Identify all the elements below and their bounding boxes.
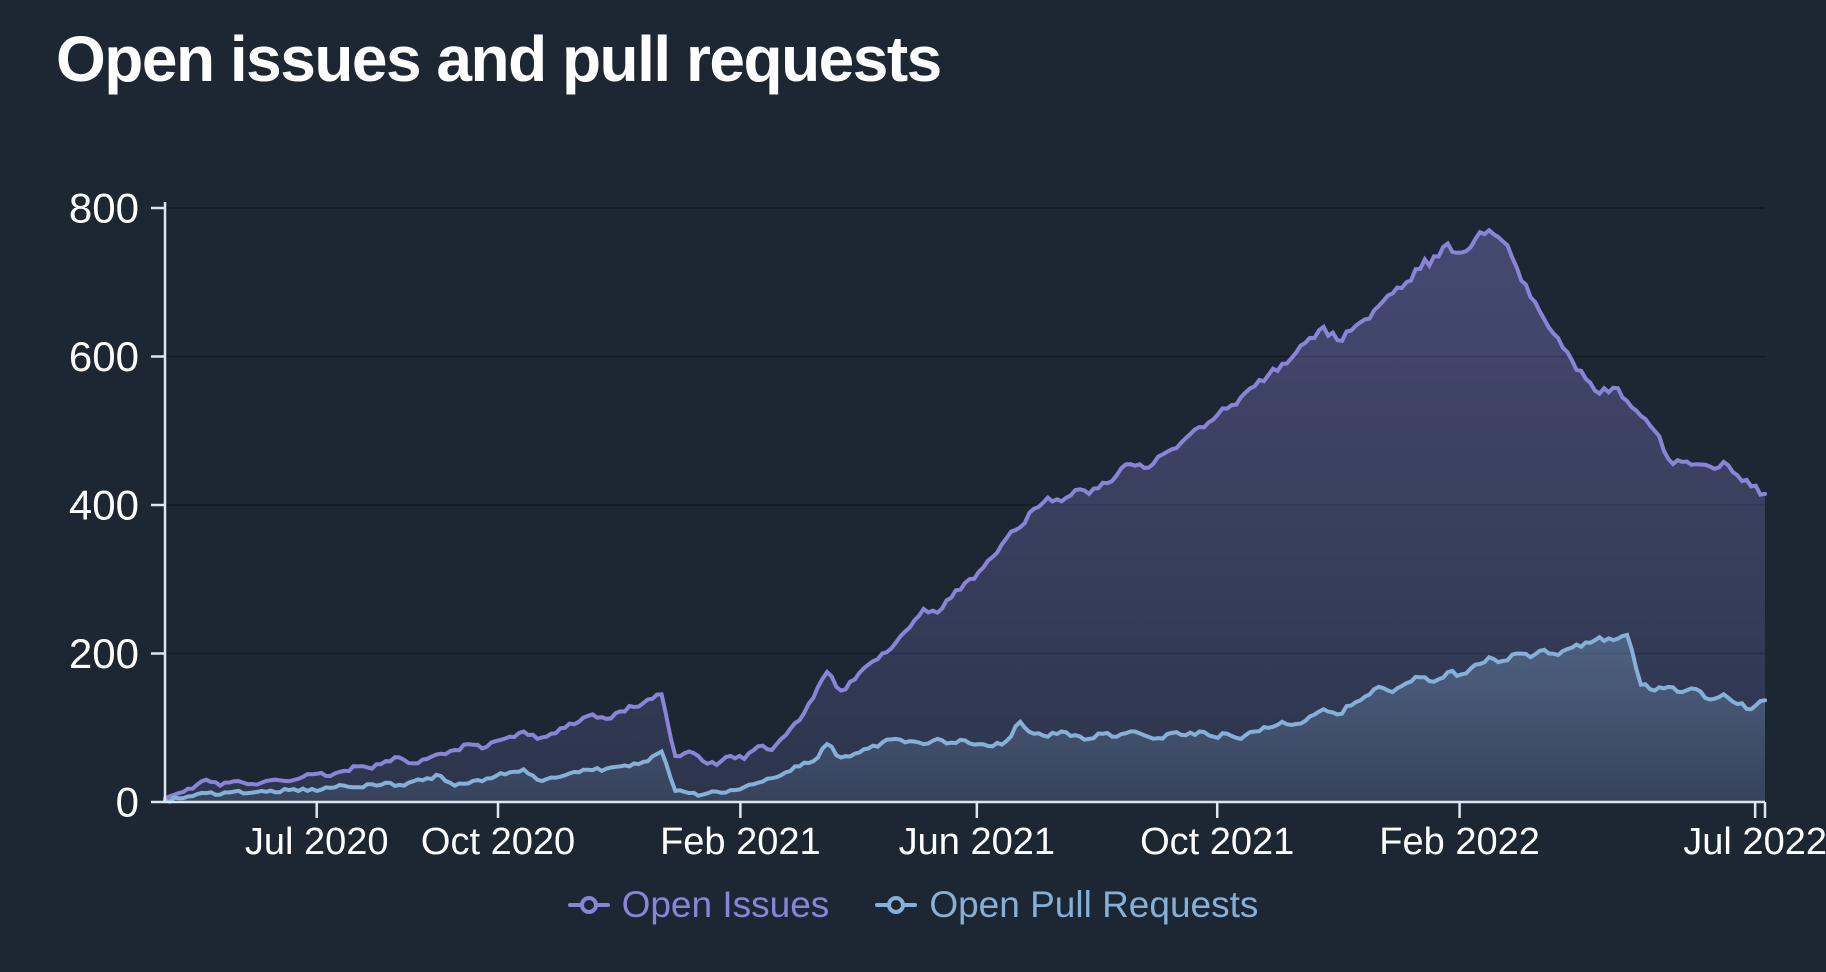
x-tick-label: Jul 2020: [245, 821, 389, 863]
open-pull-requests-marker-icon: [875, 894, 918, 916]
legend-label-open-issues: Open Issues: [621, 884, 830, 925]
y-tick-label: 0: [116, 779, 139, 826]
x-tick-label: Oct 2020: [421, 821, 575, 863]
open-pull-requests-line: [163, 632, 1767, 804]
open-issues-area: [165, 230, 1765, 803]
x-tick-label: Jun 2021: [899, 821, 1055, 863]
y-tick-label: 800: [69, 185, 139, 232]
open-issues-marker-icon: [567, 894, 610, 916]
y-tick-label: 200: [69, 630, 139, 677]
x-tick-label: Feb 2022: [1379, 821, 1540, 863]
open-issues-line: [163, 227, 1767, 801]
y-tick-label: 400: [69, 482, 139, 529]
legend-item-open-pull-requests[interactable]: Open Pull Requests: [875, 884, 1258, 926]
legend-label-open-pull-requests: Open Pull Requests: [929, 884, 1259, 925]
chart-title: Open issues and pull requests: [56, 23, 942, 95]
x-tick-label: Feb 2021: [660, 821, 821, 863]
y-tick-label: 600: [69, 333, 139, 380]
legend-item-open-issues[interactable]: Open Issues: [567, 884, 830, 926]
x-tick-label: Oct 2021: [1140, 821, 1294, 863]
x-tick-label: Jul 2022: [1683, 821, 1826, 863]
chart-legend: Open Issues Open Pull Requests: [0, 884, 1826, 926]
open-pull-requests-area: [165, 634, 1765, 802]
